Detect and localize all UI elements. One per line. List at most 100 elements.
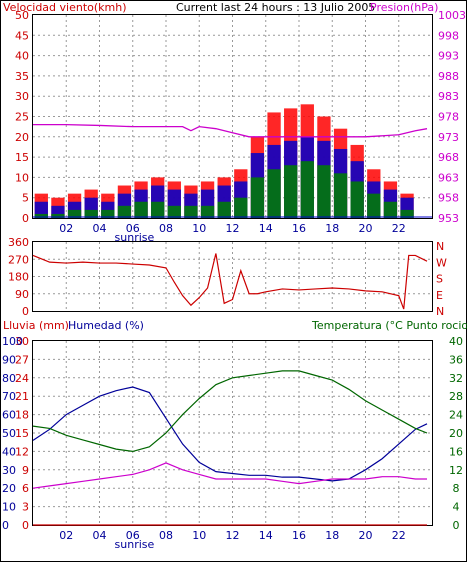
wind-axis-title: Velocidad viento(kmh) (3, 1, 127, 14)
x-tick-label: 02 (59, 529, 73, 542)
temperature-tick-label: 32 (449, 372, 463, 385)
pressure-tick-label: 978 (438, 111, 459, 124)
low-wind-bar (367, 193, 381, 218)
rain-tick-label: 0 (22, 519, 29, 532)
humidity-tick-label: 40 (2, 445, 16, 458)
direction-grid (33, 242, 432, 311)
compass-label: E (436, 289, 443, 302)
pressure-tick-label: 968 (438, 151, 459, 164)
x-tick-label: 06 (126, 222, 140, 235)
low-wind-bar (134, 201, 148, 218)
pressure-tick-label: 983 (438, 90, 459, 103)
pressure-tick-label: 1003 (438, 9, 466, 22)
pressure-tick-label: 953 (438, 212, 459, 225)
wind-tick-label: 25 (15, 111, 29, 124)
low-wind-bar (300, 161, 314, 218)
rain-tick-label: 3 (22, 501, 29, 514)
humidity-tick-label: 90 (2, 353, 16, 366)
wind-tick-label: 20 (15, 131, 29, 144)
pressure-line (33, 123, 428, 138)
temperature-tick-label: 20 (449, 427, 463, 440)
pressure-axis-title: Presion(hPa) (370, 1, 438, 14)
humidity-tick-label: 100 (2, 335, 23, 348)
rain-axis-title: Lluvia (mm) (3, 319, 69, 332)
humidity-tick-label: 0 (2, 519, 9, 532)
rain-tick-label: 24 (15, 372, 29, 385)
rain-tick-label: 12 (15, 445, 29, 458)
wind-tick-label: 30 (15, 90, 29, 103)
sunrise-label-bottom: sunrise (115, 538, 155, 551)
x-tick-label: 08 (159, 529, 173, 542)
humidity-tick-label: 30 (2, 464, 16, 477)
compass-label: W (436, 256, 447, 269)
low-wind-bar (217, 201, 231, 218)
x-tick-label: 12 (226, 222, 240, 235)
x-tick-label: 08 (159, 222, 173, 235)
humidity-tick-label: 80 (2, 372, 16, 385)
pressure-tick-label: 963 (438, 171, 459, 184)
wind-tick-label: 0 (22, 212, 29, 225)
low-wind-bar (250, 177, 265, 218)
temperature-axis-title: Temperatura (°C Punto rocio (311, 319, 467, 332)
sunrise-label-top: sunrise (115, 231, 155, 244)
humidity-axis-title: Humedad (%) (68, 319, 144, 332)
rain-tick-label: 27 (15, 353, 29, 366)
x-tick-label: 22 (392, 529, 406, 542)
temperature-tick-label: 24 (449, 409, 463, 422)
low-wind-bar (333, 173, 348, 218)
humidity-tick-label: 10 (2, 501, 16, 514)
wind-x-ticks: 02 04 06 08 10 12 14 16 18 20 22 (59, 222, 406, 235)
wind-tick-label: 10 (15, 171, 29, 184)
low-wind-bar (400, 209, 414, 218)
rain-tick-label: 21 (15, 390, 29, 403)
temperature-tick-label: 36 (449, 353, 463, 366)
wind-tick-label: 45 (15, 29, 29, 42)
low-wind-bar (184, 205, 198, 218)
dewpoint-line (32, 462, 428, 489)
temperature-tick-label: 28 (449, 390, 463, 403)
direction-tick-label: 180 (8, 271, 29, 284)
x-tick-label: 20 (359, 529, 373, 542)
rain-tick-label: 18 (15, 409, 29, 422)
pressure-tick-label: 998 (438, 29, 459, 42)
low-wind-bar (67, 209, 82, 218)
direction-line (32, 253, 428, 310)
direction-tick-label: 0 (22, 305, 29, 318)
rain-tick-label: 30 (15, 335, 29, 348)
low-wind-bar (317, 165, 331, 218)
compass-label: S (436, 273, 443, 286)
climate-x-ticks: 02 04 06 08 10 12 14 16 18 20 22 (59, 529, 406, 542)
x-tick-label: 22 (392, 222, 406, 235)
x-tick-label: 18 (325, 222, 339, 235)
wind-tick-label: 35 (15, 70, 29, 83)
low-wind-bar (51, 213, 65, 218)
direction-plot-frame (32, 241, 433, 312)
x-tick-label: 16 (292, 529, 306, 542)
pressure-tick-label: 993 (438, 50, 459, 63)
wind-tick-label: 50 (15, 9, 29, 22)
pressure-tick-label: 973 (438, 131, 459, 144)
x-tick-label: 14 (259, 222, 273, 235)
x-tick-label: 10 (192, 222, 206, 235)
low-wind-bar (84, 209, 98, 218)
wind-tick-label: 15 (15, 151, 29, 164)
direction-y-ticks: 0 90 180 270 360 (8, 236, 29, 318)
wind-tick-label: 40 (15, 50, 29, 63)
wind-pressure-plot-frame (32, 14, 433, 219)
low-wind-bar (167, 205, 181, 218)
low-wind-bar (234, 197, 248, 218)
wind-bars (34, 104, 414, 218)
x-tick-label: 20 (359, 222, 373, 235)
compass-label: N (436, 240, 444, 253)
low-wind-bar (101, 209, 115, 218)
temperature-y-ticks: 0 4 8 12 16 20 24 28 32 36 40 (449, 335, 463, 532)
temperature-tick-label: 40 (449, 335, 463, 348)
direction-tick-label: 90 (15, 288, 29, 301)
direction-tick-label: 270 (8, 253, 29, 266)
humidity-tick-label: 20 (2, 482, 16, 495)
humidity-tick-label: 50 (2, 427, 16, 440)
x-tick-label: 06 (126, 529, 140, 542)
